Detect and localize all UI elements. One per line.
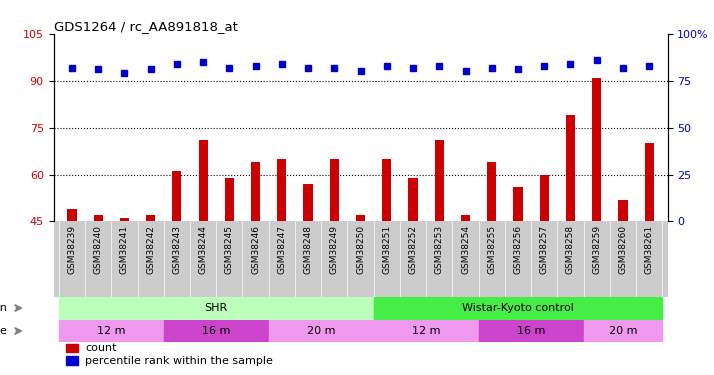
Text: GDS1264 / rc_AA891818_at: GDS1264 / rc_AA891818_at bbox=[54, 20, 238, 33]
Text: GSM38242: GSM38242 bbox=[146, 225, 155, 274]
Text: 16 m: 16 m bbox=[202, 326, 231, 336]
Bar bbox=[356, 215, 365, 362]
Bar bbox=[120, 218, 129, 362]
Text: 12 m: 12 m bbox=[97, 326, 126, 336]
Bar bbox=[408, 178, 418, 362]
Bar bbox=[225, 178, 234, 362]
Text: GSM38257: GSM38257 bbox=[540, 225, 549, 274]
Text: GSM38247: GSM38247 bbox=[277, 225, 286, 274]
Text: strain: strain bbox=[0, 303, 7, 313]
Text: SHR: SHR bbox=[205, 303, 228, 313]
Bar bbox=[540, 174, 549, 362]
Text: GSM38243: GSM38243 bbox=[172, 225, 181, 274]
Bar bbox=[59, 297, 373, 320]
Bar bbox=[373, 297, 663, 320]
Bar bbox=[487, 162, 496, 362]
Bar bbox=[478, 320, 583, 342]
Text: count: count bbox=[86, 343, 117, 353]
Bar bbox=[66, 344, 78, 352]
Text: GSM38240: GSM38240 bbox=[94, 225, 103, 274]
Text: GSM38252: GSM38252 bbox=[408, 225, 418, 274]
Text: 16 m: 16 m bbox=[517, 326, 545, 336]
Bar bbox=[268, 320, 373, 342]
Text: GSM38254: GSM38254 bbox=[461, 225, 470, 274]
Text: GSM38245: GSM38245 bbox=[225, 225, 234, 274]
Text: GSM38255: GSM38255 bbox=[487, 225, 496, 274]
Bar bbox=[67, 209, 76, 362]
Bar bbox=[330, 159, 339, 362]
Bar bbox=[645, 143, 654, 362]
Bar bbox=[566, 115, 575, 362]
Bar bbox=[277, 159, 286, 362]
Bar bbox=[382, 159, 391, 362]
Bar bbox=[583, 320, 663, 342]
Text: 20 m: 20 m bbox=[307, 326, 336, 336]
Bar bbox=[513, 187, 523, 362]
Bar bbox=[66, 356, 78, 365]
Text: GSM38241: GSM38241 bbox=[120, 225, 129, 274]
Bar bbox=[435, 140, 444, 362]
Bar bbox=[94, 215, 103, 362]
Text: 20 m: 20 m bbox=[609, 326, 637, 336]
Bar bbox=[461, 215, 470, 362]
Text: GSM38259: GSM38259 bbox=[592, 225, 601, 274]
Bar bbox=[303, 184, 313, 362]
Text: GSM38253: GSM38253 bbox=[435, 225, 444, 274]
Bar bbox=[373, 320, 478, 342]
Text: percentile rank within the sample: percentile rank within the sample bbox=[86, 356, 273, 366]
Bar bbox=[59, 320, 164, 342]
Text: GSM38249: GSM38249 bbox=[330, 225, 339, 274]
Text: GSM38256: GSM38256 bbox=[513, 225, 523, 274]
Text: GSM38261: GSM38261 bbox=[645, 225, 654, 274]
Text: age: age bbox=[0, 326, 7, 336]
Text: Wistar-Kyoto control: Wistar-Kyoto control bbox=[462, 303, 574, 313]
Text: GSM38258: GSM38258 bbox=[566, 225, 575, 274]
Bar bbox=[146, 215, 155, 362]
Text: 12 m: 12 m bbox=[412, 326, 441, 336]
Text: GSM38250: GSM38250 bbox=[356, 225, 365, 274]
Text: GSM38244: GSM38244 bbox=[198, 225, 208, 274]
Text: GSM38246: GSM38246 bbox=[251, 225, 260, 274]
Bar bbox=[172, 171, 181, 362]
Bar bbox=[251, 162, 260, 362]
Text: GSM38251: GSM38251 bbox=[382, 225, 391, 274]
Bar bbox=[618, 200, 628, 362]
Bar bbox=[198, 140, 208, 362]
Bar bbox=[164, 320, 268, 342]
Text: GSM38248: GSM38248 bbox=[303, 225, 313, 274]
Text: GSM38260: GSM38260 bbox=[618, 225, 628, 274]
Bar bbox=[592, 78, 601, 362]
Text: GSM38239: GSM38239 bbox=[67, 225, 76, 274]
